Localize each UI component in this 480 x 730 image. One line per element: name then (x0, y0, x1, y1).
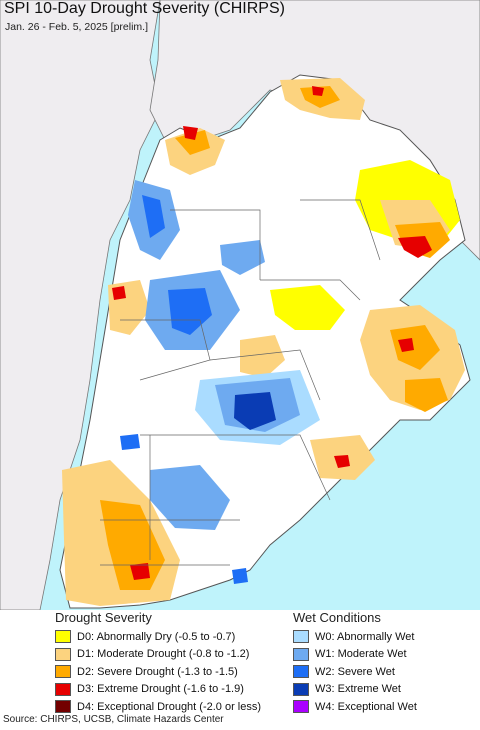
legend-label-w0: W0: Abnormally Wet (315, 630, 415, 643)
legend-label-w3: W3: Extreme Wet (315, 683, 401, 696)
legend-label-w4: W4: Exceptional Wet (315, 700, 417, 713)
swatch-w4 (293, 700, 309, 714)
source-credit: Source: CHIRPS, UCSB, Climate Hazards Ce… (3, 714, 224, 725)
w3-south-center (234, 392, 276, 430)
d3-northwest (183, 126, 198, 140)
neighbor-land-west (0, 0, 161, 610)
legend-label-d2: D2: Severe Drought (-1.3 to -1.5) (77, 665, 238, 678)
d3-east (398, 338, 414, 352)
legend: Drought Severity D0: Abnormally Dry (-0.… (0, 610, 480, 714)
d2-east (390, 325, 440, 370)
map-title: SPI 10-Day Drought Severity (CHIRPS) (4, 0, 285, 17)
w1-midnorth (220, 240, 265, 275)
d3-southeast (334, 455, 350, 468)
legend-item-w1: W1: Moderate Wet (293, 646, 417, 664)
legend-label-d1: D1: Moderate Drought (-0.8 to -1.2) (77, 648, 250, 661)
wet-legend-heading: Wet Conditions (293, 610, 381, 625)
legend-label-w1: W1: Moderate Wet (315, 648, 407, 661)
legend-item-d3: D3: Extreme Drought (-1.6 to -1.9) (55, 681, 261, 699)
legend-item-w2: W2: Severe Wet (293, 663, 417, 681)
drought-legend: Drought Severity D0: Abnormally Dry (-0.… (55, 610, 261, 716)
legend-label-d3: D3: Extreme Drought (-1.6 to -1.9) (77, 683, 244, 696)
swatch-w2 (293, 665, 309, 679)
swatch-d0 (55, 630, 71, 644)
legend-item-d0: D0: Abnormally Dry (-0.5 to -0.7) (55, 628, 261, 646)
d2-east-south (405, 378, 448, 412)
wet-legend: Wet Conditions W0: Abnormally Wet W1: Mo… (293, 610, 417, 716)
d2-northwest (175, 130, 210, 155)
d1-center (240, 335, 285, 378)
legend-item-w3: W3: Extreme Wet (293, 681, 417, 699)
swatch-d1 (55, 647, 71, 661)
map-date-range: Jan. 26 - Feb. 5, 2025 [prelim.] (5, 21, 148, 33)
legend-item-d1: D1: Moderate Drought (-0.8 to -1.2) (55, 646, 261, 664)
legend-label-d4: D4: Exceptional Drought (-2.0 or less) (77, 700, 262, 713)
province-borders (100, 199, 381, 566)
d3-north (312, 86, 324, 96)
swatch-d3 (55, 682, 71, 696)
ocean-east (240, 400, 480, 610)
w2-southwest-spot (120, 434, 140, 450)
legend-label-d0: D0: Abnormally Dry (-0.5 to -0.7) (77, 630, 236, 643)
d2-south (100, 500, 165, 590)
d3-west (112, 286, 126, 300)
drought-legend-heading: Drought Severity (55, 610, 152, 625)
map-area: SPI 10-Day Drought Severity (CHIRPS) Jan… (0, 0, 480, 610)
d2-north (300, 86, 340, 108)
swatch-w3 (293, 682, 309, 696)
legend-item-w0: W0: Abnormally Wet (293, 628, 417, 646)
d0-center (270, 285, 345, 330)
swatch-d4 (55, 700, 71, 714)
swatch-w1 (293, 647, 309, 661)
legend-item-d2: D2: Severe Drought (-1.3 to -1.5) (55, 663, 261, 681)
legend-item-w4: W4: Exceptional Wet (293, 698, 417, 716)
d3-northeast (398, 236, 432, 258)
legend-item-d4: D4: Exceptional Drought (-2.0 or less) (55, 698, 261, 716)
swatch-w0 (293, 630, 309, 644)
legend-label-w2: W2: Severe Wet (315, 665, 395, 678)
w1-southwest (150, 465, 230, 530)
d3-south (130, 563, 150, 580)
drought-map (0, 0, 480, 610)
swatch-d2 (55, 665, 71, 679)
w2-northwest (142, 195, 165, 238)
w2-coast-spot (232, 568, 248, 584)
